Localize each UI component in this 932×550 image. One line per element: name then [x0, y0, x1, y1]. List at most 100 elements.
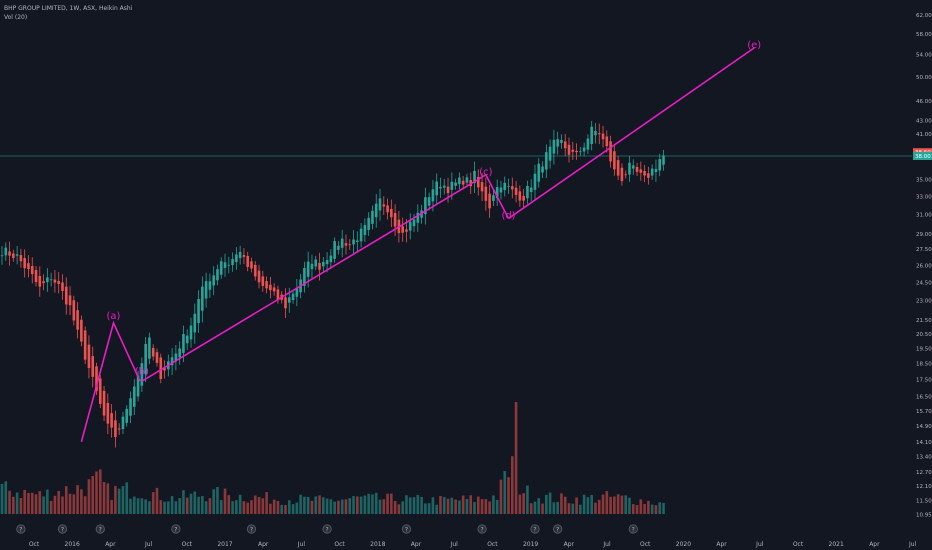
volume-bar	[650, 504, 654, 514]
candle-body	[590, 126, 593, 144]
price-axis[interactable]: 62.00 58.00 54.00 50.00 46.00 43.00 41.00 38.00…	[912, 0, 932, 550]
time-axis[interactable]: Oct 2016 Apr Jul Oct 2017 Apr Jul Oct 2018 Apr Jul O…	[29, 541, 917, 548]
candle-body	[306, 261, 310, 277]
dividend-marker[interactable]: ?	[628, 524, 638, 534]
volume-bar	[219, 500, 223, 514]
volume-bar	[68, 493, 72, 514]
candle-body	[408, 221, 412, 231]
candle-body	[238, 251, 242, 259]
candle-body	[480, 182, 484, 192]
candle-body	[4, 247, 8, 256]
wave-line[interactable]	[80, 320, 141, 443]
candle-body	[514, 187, 518, 195]
volume-bar	[628, 497, 631, 514]
candle-body	[658, 159, 662, 171]
dividend-marker[interactable]: ?	[477, 524, 487, 534]
candle-body	[412, 219, 416, 227]
candle-body	[227, 264, 231, 266]
volume-bar	[605, 491, 609, 514]
volume-bar	[352, 496, 355, 514]
candle-body	[541, 166, 544, 173]
candle-body	[556, 139, 559, 147]
candle-body	[601, 133, 605, 140]
dividend-marker[interactable]: ?	[246, 524, 257, 534]
chart-legend: BHP GROUP LIMITED, 1W, ASX, Heikin Ashi …	[4, 4, 132, 22]
dividend-marker[interactable]: ?	[57, 524, 68, 534]
candle-body	[533, 173, 537, 190]
candle-body	[522, 195, 525, 201]
volume-bar	[529, 503, 533, 514]
volume-bar	[582, 494, 586, 514]
price-tick-label: 13.40	[916, 454, 932, 460]
candle-body	[450, 181, 454, 190]
candle-body	[639, 169, 643, 173]
candle-body	[416, 212, 420, 223]
wave-line[interactable]	[485, 174, 510, 219]
candle-body	[261, 276, 265, 286]
volume-bar	[19, 497, 23, 514]
candle-body	[499, 187, 503, 193]
volume-bar	[537, 498, 541, 514]
time-tick-label: 2021	[829, 541, 844, 548]
dividend-marker[interactable]: ?	[171, 524, 181, 534]
volume-bar	[235, 500, 238, 514]
volume-bar	[178, 498, 181, 514]
dividend-marker[interactable]: ?	[95, 524, 105, 534]
candle-body	[284, 297, 287, 309]
candle-body	[594, 131, 597, 136]
candle-body	[322, 261, 325, 267]
candle-body	[223, 262, 227, 268]
candle-body	[507, 186, 510, 187]
price-tick-label: 43.00	[916, 118, 932, 124]
candle-body	[552, 139, 556, 154]
volume-bar	[469, 495, 473, 514]
time-tick-label: Jul	[755, 541, 764, 548]
time-tick-label: Oct	[182, 541, 193, 548]
candle-body	[363, 225, 367, 235]
dividend-marker[interactable]: ?	[530, 524, 540, 534]
candle-body	[526, 185, 529, 199]
volume-bar	[98, 469, 102, 514]
volume-bar	[23, 489, 26, 514]
dividend-marker[interactable]: ?	[553, 524, 563, 534]
volume-bar	[571, 503, 575, 514]
volume-bar	[144, 499, 147, 514]
volume-bar	[242, 501, 246, 514]
candle-body	[427, 197, 431, 206]
dividend-marker[interactable]: ?	[401, 524, 412, 534]
candle-body	[53, 279, 57, 283]
volume-bar	[556, 502, 559, 514]
dividend-marker[interactable]: ?	[322, 524, 332, 534]
candle-body	[484, 186, 488, 201]
candle-body	[159, 357, 163, 380]
dividend-marker[interactable]: ?	[16, 524, 26, 534]
candle-body	[329, 255, 333, 263]
volume-bar	[159, 500, 163, 514]
trend-line[interactable]	[141, 174, 487, 382]
time-tick-label: 2017	[217, 541, 232, 548]
volume-bar	[30, 492, 34, 514]
volume-bar	[167, 501, 170, 514]
candle-body	[314, 259, 318, 267]
price-tick-label: 14.10	[916, 440, 932, 446]
candle-body	[495, 186, 499, 199]
price-tick-label: 62.00	[916, 13, 932, 19]
trend-line[interactable]	[508, 47, 755, 220]
candle-body	[446, 186, 450, 194]
volume-bar	[151, 492, 155, 514]
volume-bar	[322, 497, 325, 514]
candle-body	[250, 261, 253, 269]
volume-bar	[310, 500, 314, 514]
time-tick-label: Apr	[105, 541, 116, 548]
volume-bar	[548, 492, 552, 514]
volume-bar	[378, 499, 382, 514]
candle-body	[359, 228, 363, 242]
candle-body	[140, 363, 144, 386]
elliott-wave-drawing[interactable]	[80, 47, 755, 443]
price-tick-label: 10.95	[916, 513, 932, 519]
volume-bar	[212, 489, 215, 514]
volume-bar	[204, 501, 208, 514]
price-tick-label: 12.70	[916, 470, 932, 476]
volume-bar	[208, 498, 212, 514]
